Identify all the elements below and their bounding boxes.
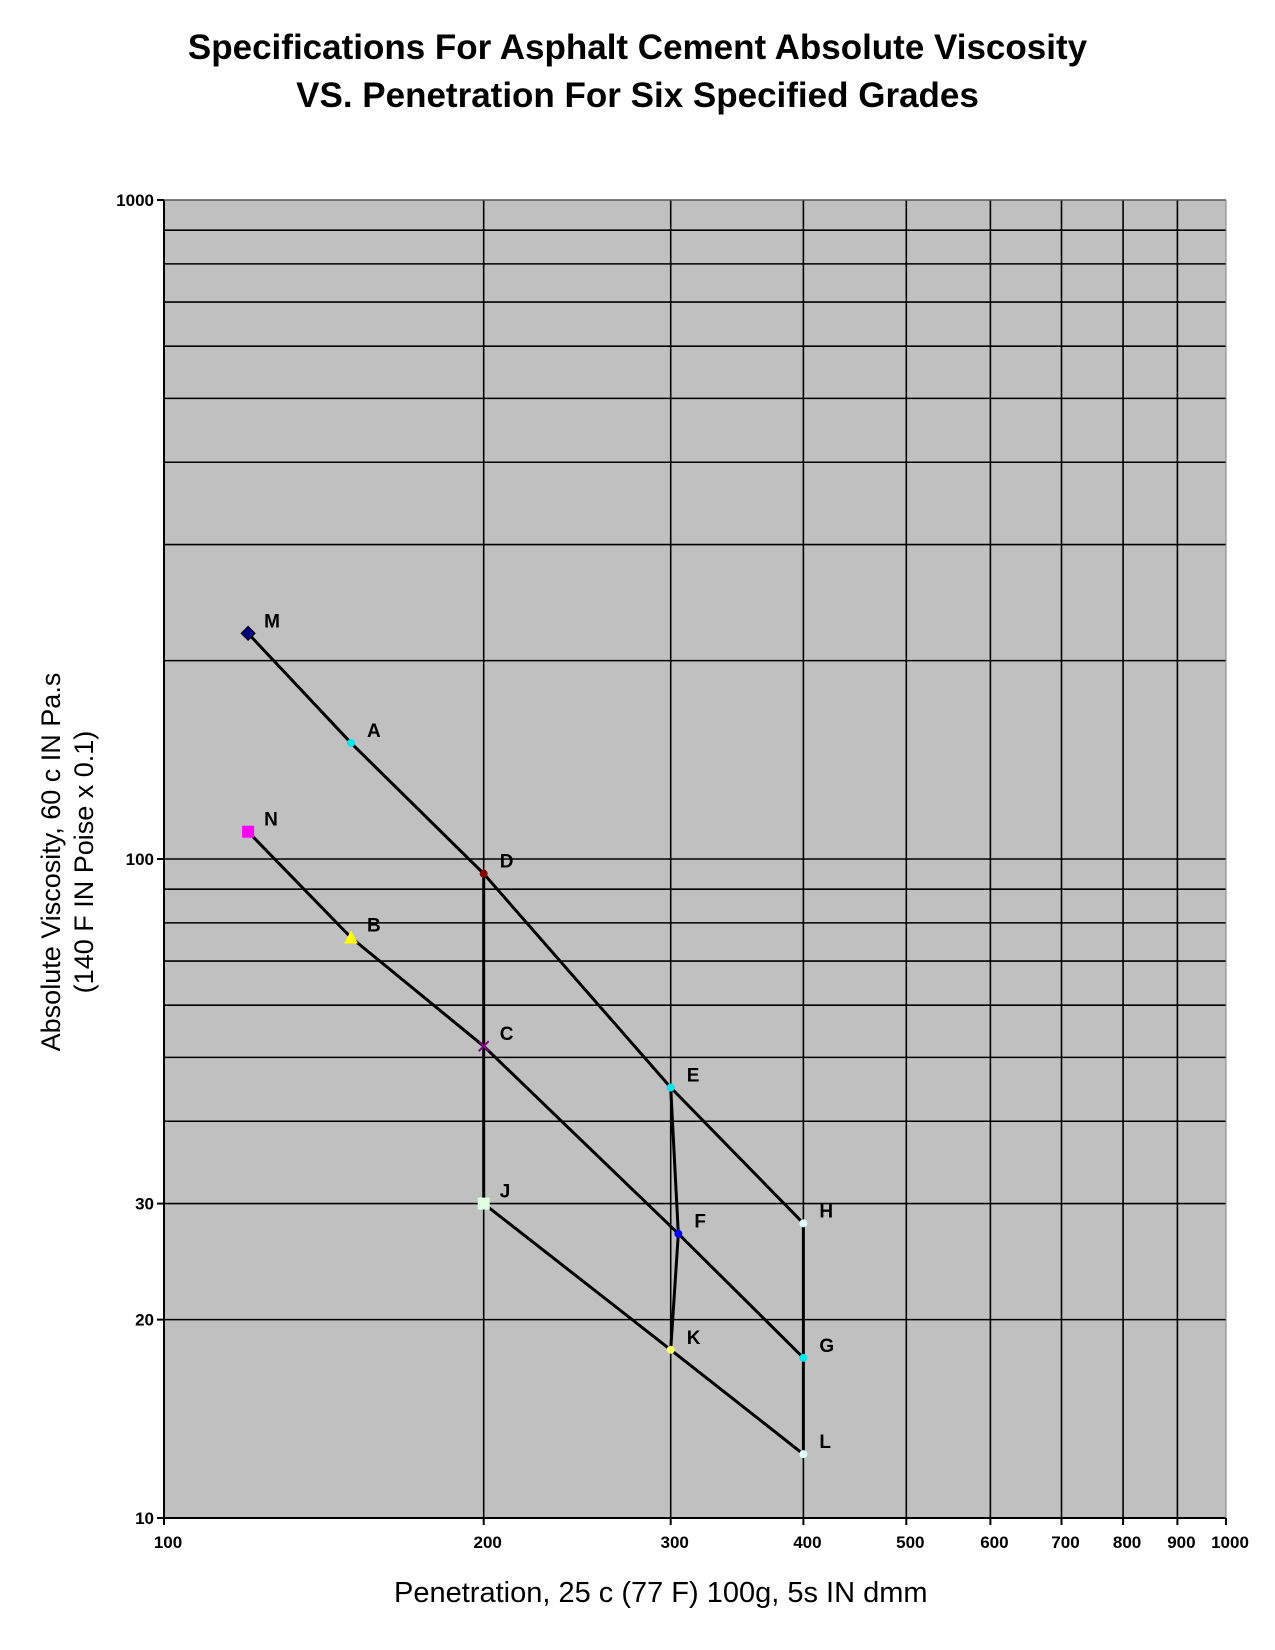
point-marker bbox=[477, 1197, 490, 1210]
point-marker bbox=[344, 930, 359, 944]
point-labels: M A D E H N B C F G J K L bbox=[264, 611, 834, 1453]
point-label: B bbox=[367, 916, 381, 937]
y-axis-label: Absolute Viscosity, 60 c IN Pa.s (140 F … bbox=[35, 412, 101, 1312]
x-tick-label: 800 bbox=[1113, 1533, 1141, 1552]
x-tick-label: 1000 bbox=[1211, 1533, 1249, 1552]
point-label: E bbox=[687, 1066, 700, 1087]
x-tick-label: 400 bbox=[793, 1533, 821, 1552]
point-marker bbox=[479, 869, 488, 878]
point-marker bbox=[477, 1040, 490, 1052]
point-marker bbox=[347, 738, 356, 747]
point-marker bbox=[799, 1219, 808, 1228]
y-tick-label: 1000 bbox=[116, 191, 154, 210]
x-tick-label: 700 bbox=[1051, 1533, 1079, 1552]
x-tick-label: 100 bbox=[154, 1533, 182, 1552]
chart-subtitle: VS. Penetration For Six Specified Grades bbox=[296, 76, 979, 115]
point-marker bbox=[666, 1083, 675, 1092]
y-tick-label: 20 bbox=[135, 1311, 154, 1330]
x-tick-label: 600 bbox=[980, 1533, 1008, 1552]
x-tick-label: 300 bbox=[661, 1533, 689, 1552]
point-marker bbox=[242, 825, 255, 838]
point-label: H bbox=[819, 1201, 833, 1222]
point-marker bbox=[666, 1345, 675, 1354]
point-label: K bbox=[687, 1328, 701, 1349]
y-tick-labels: 10 20 30 100 1000 bbox=[116, 191, 154, 1528]
x-tick-labels: 100 200 300 400 500 600 700 800 900 1000 bbox=[154, 1533, 1249, 1552]
point-label: J bbox=[500, 1182, 511, 1203]
x-tick-label: 900 bbox=[1167, 1533, 1195, 1552]
y-tick-label: 100 bbox=[126, 850, 154, 869]
x-tick-label: 200 bbox=[474, 1533, 502, 1552]
x-tick-label: 500 bbox=[896, 1533, 924, 1552]
x-gridlines bbox=[482, 200, 1179, 1518]
point-marker-stroke bbox=[477, 1040, 490, 1052]
y-tick-label: 10 bbox=[135, 1509, 154, 1528]
point-label: M bbox=[264, 611, 280, 632]
point-label: N bbox=[264, 810, 278, 831]
point-label: C bbox=[500, 1024, 514, 1045]
point-marker bbox=[799, 1450, 808, 1459]
point-marker bbox=[240, 625, 256, 642]
point-label: G bbox=[819, 1336, 834, 1357]
axes bbox=[157, 199, 1227, 1525]
point-marker bbox=[799, 1353, 808, 1362]
point-label: L bbox=[819, 1432, 831, 1453]
point-marker bbox=[674, 1229, 683, 1238]
chart-title: Specifications For Asphalt Cement Absolu… bbox=[187, 28, 1088, 67]
x-axis-label: Penetration, 25 c (77 F) 100g, 5s IN dmm bbox=[394, 1577, 928, 1609]
y-tick-label: 30 bbox=[135, 1195, 154, 1214]
point-label: D bbox=[500, 852, 514, 873]
point-label: F bbox=[694, 1212, 706, 1233]
y-axis-label-line2: (140 F IN Poise x 0.1) bbox=[69, 730, 99, 994]
y-gridlines bbox=[164, 199, 1226, 1321]
point-markers bbox=[240, 625, 808, 1459]
point-label: A bbox=[367, 721, 381, 742]
y-axis-label-line1: Absolute Viscosity, 60 c IN Pa.s bbox=[36, 672, 66, 1052]
